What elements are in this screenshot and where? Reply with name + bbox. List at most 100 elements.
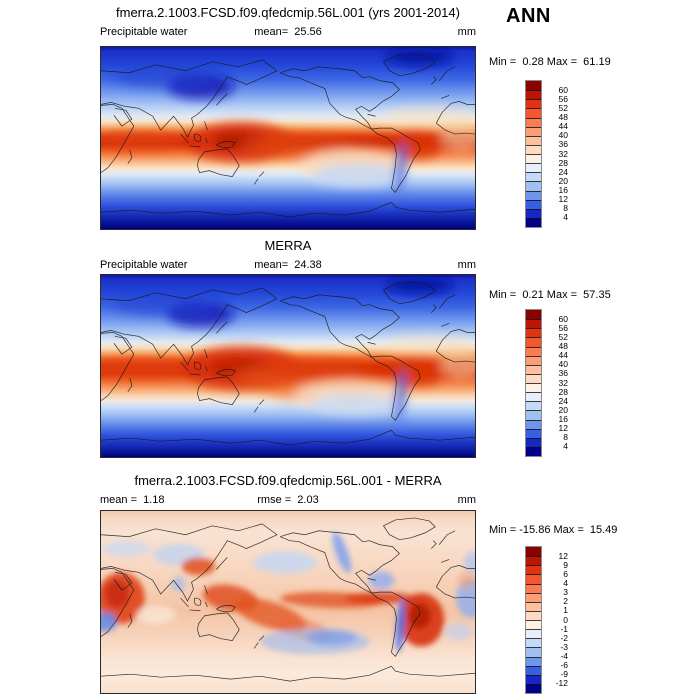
colorbar-tick-label: 2 [563,596,568,607]
colorbar-tick-label: 48 [558,341,568,351]
model-minmax: Min = 0.28 Max = 61.19 [489,56,611,68]
colorbar-tick-label: 4 [563,441,568,452]
colorbar-segment [526,90,541,100]
colorbar-segment [526,574,541,584]
colorbar-segment [526,392,541,402]
colorbar-segment [526,446,541,456]
colorbar-tick-label: 60 [558,313,568,324]
colorbar-segment [526,601,541,611]
diff-map [100,510,476,694]
colorbar-tick-label: 16 [558,414,568,424]
diff-colorbar: 12 9 6 4 3 2 1 0 -1 -2 -3 -4 -6 -9 -12 [525,546,568,694]
colorbar-tick-label: 40 [558,359,568,370]
colorbar-segment [526,674,541,684]
model-mean-value: mean= 25.56 [254,26,322,38]
colorbar-tick-label: 20 [558,404,568,415]
colorbar-segment [526,135,541,145]
colorbar-tick-label: 52 [558,331,568,342]
season-label: ANN [506,5,551,27]
colorbar-tick-label: 4 [563,212,568,223]
colorbar-tick-label: 24 [558,395,568,406]
colorbar-segment [526,181,541,191]
colorbar-segment [526,419,541,429]
colorbar-segment [526,154,541,164]
colorbar-tick-label: 12 [558,550,568,561]
colorbar-tick-label: 56 [558,93,568,104]
diff-rmse-value: rmse = 2.03 [257,494,319,506]
colorbar-segment [526,647,541,657]
colorbar-tick-label: -1 [560,623,568,634]
obs-colorbar: 60 56 52 48 44 40 36 32 28 24 20 16 12 8 4 [525,309,568,457]
diff-minmax: Min = -15.86 Max = 15.49 [489,524,618,536]
colorbar-segment [526,99,541,109]
colorbar-segment [526,665,541,675]
obs-units-label: mm [457,259,476,271]
colorbar-segment [526,556,541,566]
obs-map-plot [101,275,475,457]
colorbar-tick-label: 16 [558,185,568,195]
colorbar-segment [526,565,541,575]
colorbar-segment [526,108,541,118]
model-units-label: mm [457,26,476,38]
colorbar-segment [526,328,541,338]
colorbar-tick-label: 12 [558,423,568,434]
colorbar-tick-label: 32 [558,377,568,388]
colorbar-tick-label: 6 [563,568,568,579]
colorbar-tick-label: 52 [558,102,568,113]
colorbar-tick-label: 28 [558,157,568,168]
diff-title: fmerra.2.1003.FCSD.f09.qfedcmip.56L.001 … [134,473,442,488]
colorbar-segment [526,583,541,593]
colorbar-segment [526,319,541,329]
colorbar-tick-label: 8 [563,203,568,214]
diff-map-plot [101,511,475,693]
colorbar-tick-label: 56 [558,322,568,333]
colorbar-segment [526,199,541,209]
colorbar-segment [526,638,541,648]
colorbar-tick-label: 36 [558,139,568,150]
colorbar-tick-label: 36 [558,368,568,379]
model-map-plot [101,47,475,229]
colorbar-segment [526,428,541,438]
colorbar-segment [526,410,541,420]
colorbar-segment [526,547,541,557]
colorbar-segment [526,620,541,630]
colorbar-tick-label: -2 [560,632,568,643]
obs-field-label: Precipitable water [100,259,188,271]
obs-minmax: Min = 0.21 Max = 57.35 [489,289,611,301]
colorbar-tick-label: 60 [558,84,568,95]
obs-title: MERRA [264,238,312,253]
colorbar-tick-label: 3 [563,587,568,598]
model-colorbar: 60 56 52 48 44 40 36 32 28 24 20 16 12 8 4 [525,80,568,228]
colorbar-tick-label: 44 [558,350,568,361]
colorbar-segment [526,355,541,365]
colorbar-tick-label: -3 [560,641,568,652]
diff-mean-value: mean = 1.18 [100,494,165,506]
colorbar-tick-label: 4 [563,578,568,588]
colorbar-segment [526,144,541,154]
colorbar-segment [526,217,541,227]
colorbar-tick-label: 1 [563,605,568,616]
model-case-title: fmerra.2.1003.FCSD.f09.qfedcmip.56L.001 … [116,5,460,20]
colorbar-tick-label: 32 [558,148,568,159]
colorbar-segment [526,346,541,356]
colorbar-segment [526,437,541,447]
colorbar-segment [526,629,541,639]
colorbar-tick-label: 9 [563,559,568,570]
colorbar-tick-label: 44 [558,121,568,132]
colorbar-segment [526,81,541,91]
colorbar-segment [526,610,541,620]
colorbar-segment [526,172,541,182]
colorbar-tick-label: 0 [563,614,568,625]
colorbar-segment [526,337,541,347]
colorbar-tick-label: -6 [560,660,568,671]
colorbar-segment [526,383,541,393]
colorbar-tick-label: 8 [563,432,568,443]
colorbar-segment [526,126,541,136]
colorbar-segment [526,401,541,411]
colorbar-tick-label: -12 [555,678,568,689]
colorbar-segment [526,117,541,127]
colorbar-segment [526,163,541,173]
colorbar-segment [526,208,541,218]
colorbar-tick-label: 48 [558,112,568,122]
colorbar-segment [526,592,541,602]
